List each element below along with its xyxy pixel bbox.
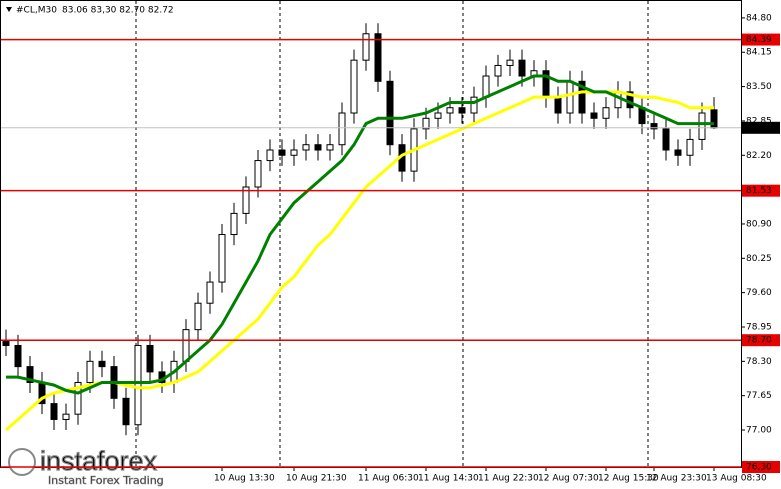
x-tick-label: 10 Aug 13:30 (214, 474, 275, 484)
level-tag (742, 184, 780, 197)
level-label: 84.39 (746, 35, 772, 45)
candle-body (26, 366, 34, 383)
y-tick-label: 77.00 (746, 426, 772, 436)
x-tick-label: 12 Aug 15:30 (598, 474, 659, 484)
candle-body (314, 144, 322, 151)
candle-body (494, 64, 502, 77)
y-tick-label: 80.25 (746, 254, 772, 264)
y-tick-label: 78.30 (746, 357, 772, 367)
candle-body (662, 128, 670, 151)
candle-body (302, 144, 310, 151)
level-tag (742, 33, 780, 46)
candle-body (206, 281, 214, 304)
candle-body (482, 75, 490, 98)
candle-body (374, 33, 382, 82)
candle-body (350, 59, 358, 114)
candle-body (242, 186, 250, 214)
candle-body (674, 149, 682, 156)
candle-body (698, 112, 706, 140)
candle-body (62, 413, 70, 420)
candle-body (14, 344, 22, 368)
candle-body (230, 212, 238, 236)
candle-body (338, 112, 346, 146)
plot-frame (0, 0, 742, 468)
candle-body (98, 360, 106, 368)
x-tick-label: 13 Aug 08:30 (706, 474, 767, 484)
candle-body (362, 33, 370, 61)
candle-body (602, 107, 610, 119)
watermark-tagline: Instant Forex Trading (48, 474, 164, 487)
watermark-brand: instaforex (40, 446, 158, 476)
x-tick-label: 11 Aug 14:30 (418, 474, 479, 484)
candle-body (590, 112, 598, 119)
candle-body (686, 138, 694, 156)
candle-body (326, 144, 334, 151)
watermark: instaforex Instant Forex Trading (8, 446, 164, 487)
level-label: 81.53 (746, 186, 772, 196)
candle-body (446, 107, 454, 114)
candle-body (386, 80, 394, 146)
y-tick-label: 78.95 (746, 322, 772, 332)
y-tick-label: 77.65 (746, 391, 772, 401)
x-tick-label: 12 Aug 07:30 (538, 474, 599, 484)
menu-arrow (6, 7, 12, 12)
candle-body (86, 360, 94, 383)
candle-body (518, 59, 526, 77)
y-tick-label: 82.20 (746, 151, 772, 161)
watermark-logo (8, 448, 36, 476)
last-price-tag (742, 121, 780, 134)
candle-body (254, 160, 262, 188)
level-label: 76.30 (746, 463, 772, 473)
level-tag (742, 461, 780, 473)
candle-body (218, 234, 226, 283)
candle-body (194, 302, 202, 331)
candle-body (134, 344, 142, 426)
candle-body (650, 123, 658, 130)
candle-body (458, 107, 466, 114)
candle-body (290, 149, 298, 156)
candle-body (470, 96, 478, 114)
x-tick-label: 12 Aug 23:30 (646, 474, 707, 484)
x-tick-label: 11 Aug 06:30 (358, 474, 419, 484)
x-tick-label: 10 Aug 21:30 (286, 474, 347, 484)
candle-body (278, 149, 286, 156)
candle-body (434, 112, 442, 119)
candle-body (554, 96, 562, 114)
candle-body (74, 381, 82, 415)
candle-body (2, 339, 10, 346)
candle-body (50, 403, 58, 420)
symbol: #CL,M30 (16, 6, 57, 16)
candle-body (182, 329, 190, 362)
ma-line (6, 74, 714, 395)
level-tag (742, 334, 780, 347)
y-tick-label: 83.50 (746, 82, 772, 92)
candle-body (146, 344, 154, 373)
candle-body (266, 149, 274, 162)
candle-body (422, 117, 430, 130)
candle-body (710, 109, 718, 129)
y-tick-label: 84.80 (746, 13, 772, 23)
ohlc-readout: 83.06 83,30 82.70 82.72 (62, 6, 174, 16)
y-tick-label: 84.15 (746, 48, 772, 58)
candle-body (566, 80, 574, 114)
candle-body (614, 91, 622, 109)
marks (2, 23, 718, 436)
y-tick-label: 79.60 (746, 288, 772, 298)
last-price-label: 82.72 (746, 123, 772, 133)
candle-body (578, 80, 586, 114)
candle-body (506, 59, 514, 66)
y-tick-label: 82.85 (746, 116, 772, 126)
candle-body (122, 397, 130, 426)
x-tick-label: 11 Aug 22:30 (478, 474, 539, 484)
level-label: 78.70 (746, 336, 772, 346)
y-tick-label: 80.90 (746, 219, 772, 229)
